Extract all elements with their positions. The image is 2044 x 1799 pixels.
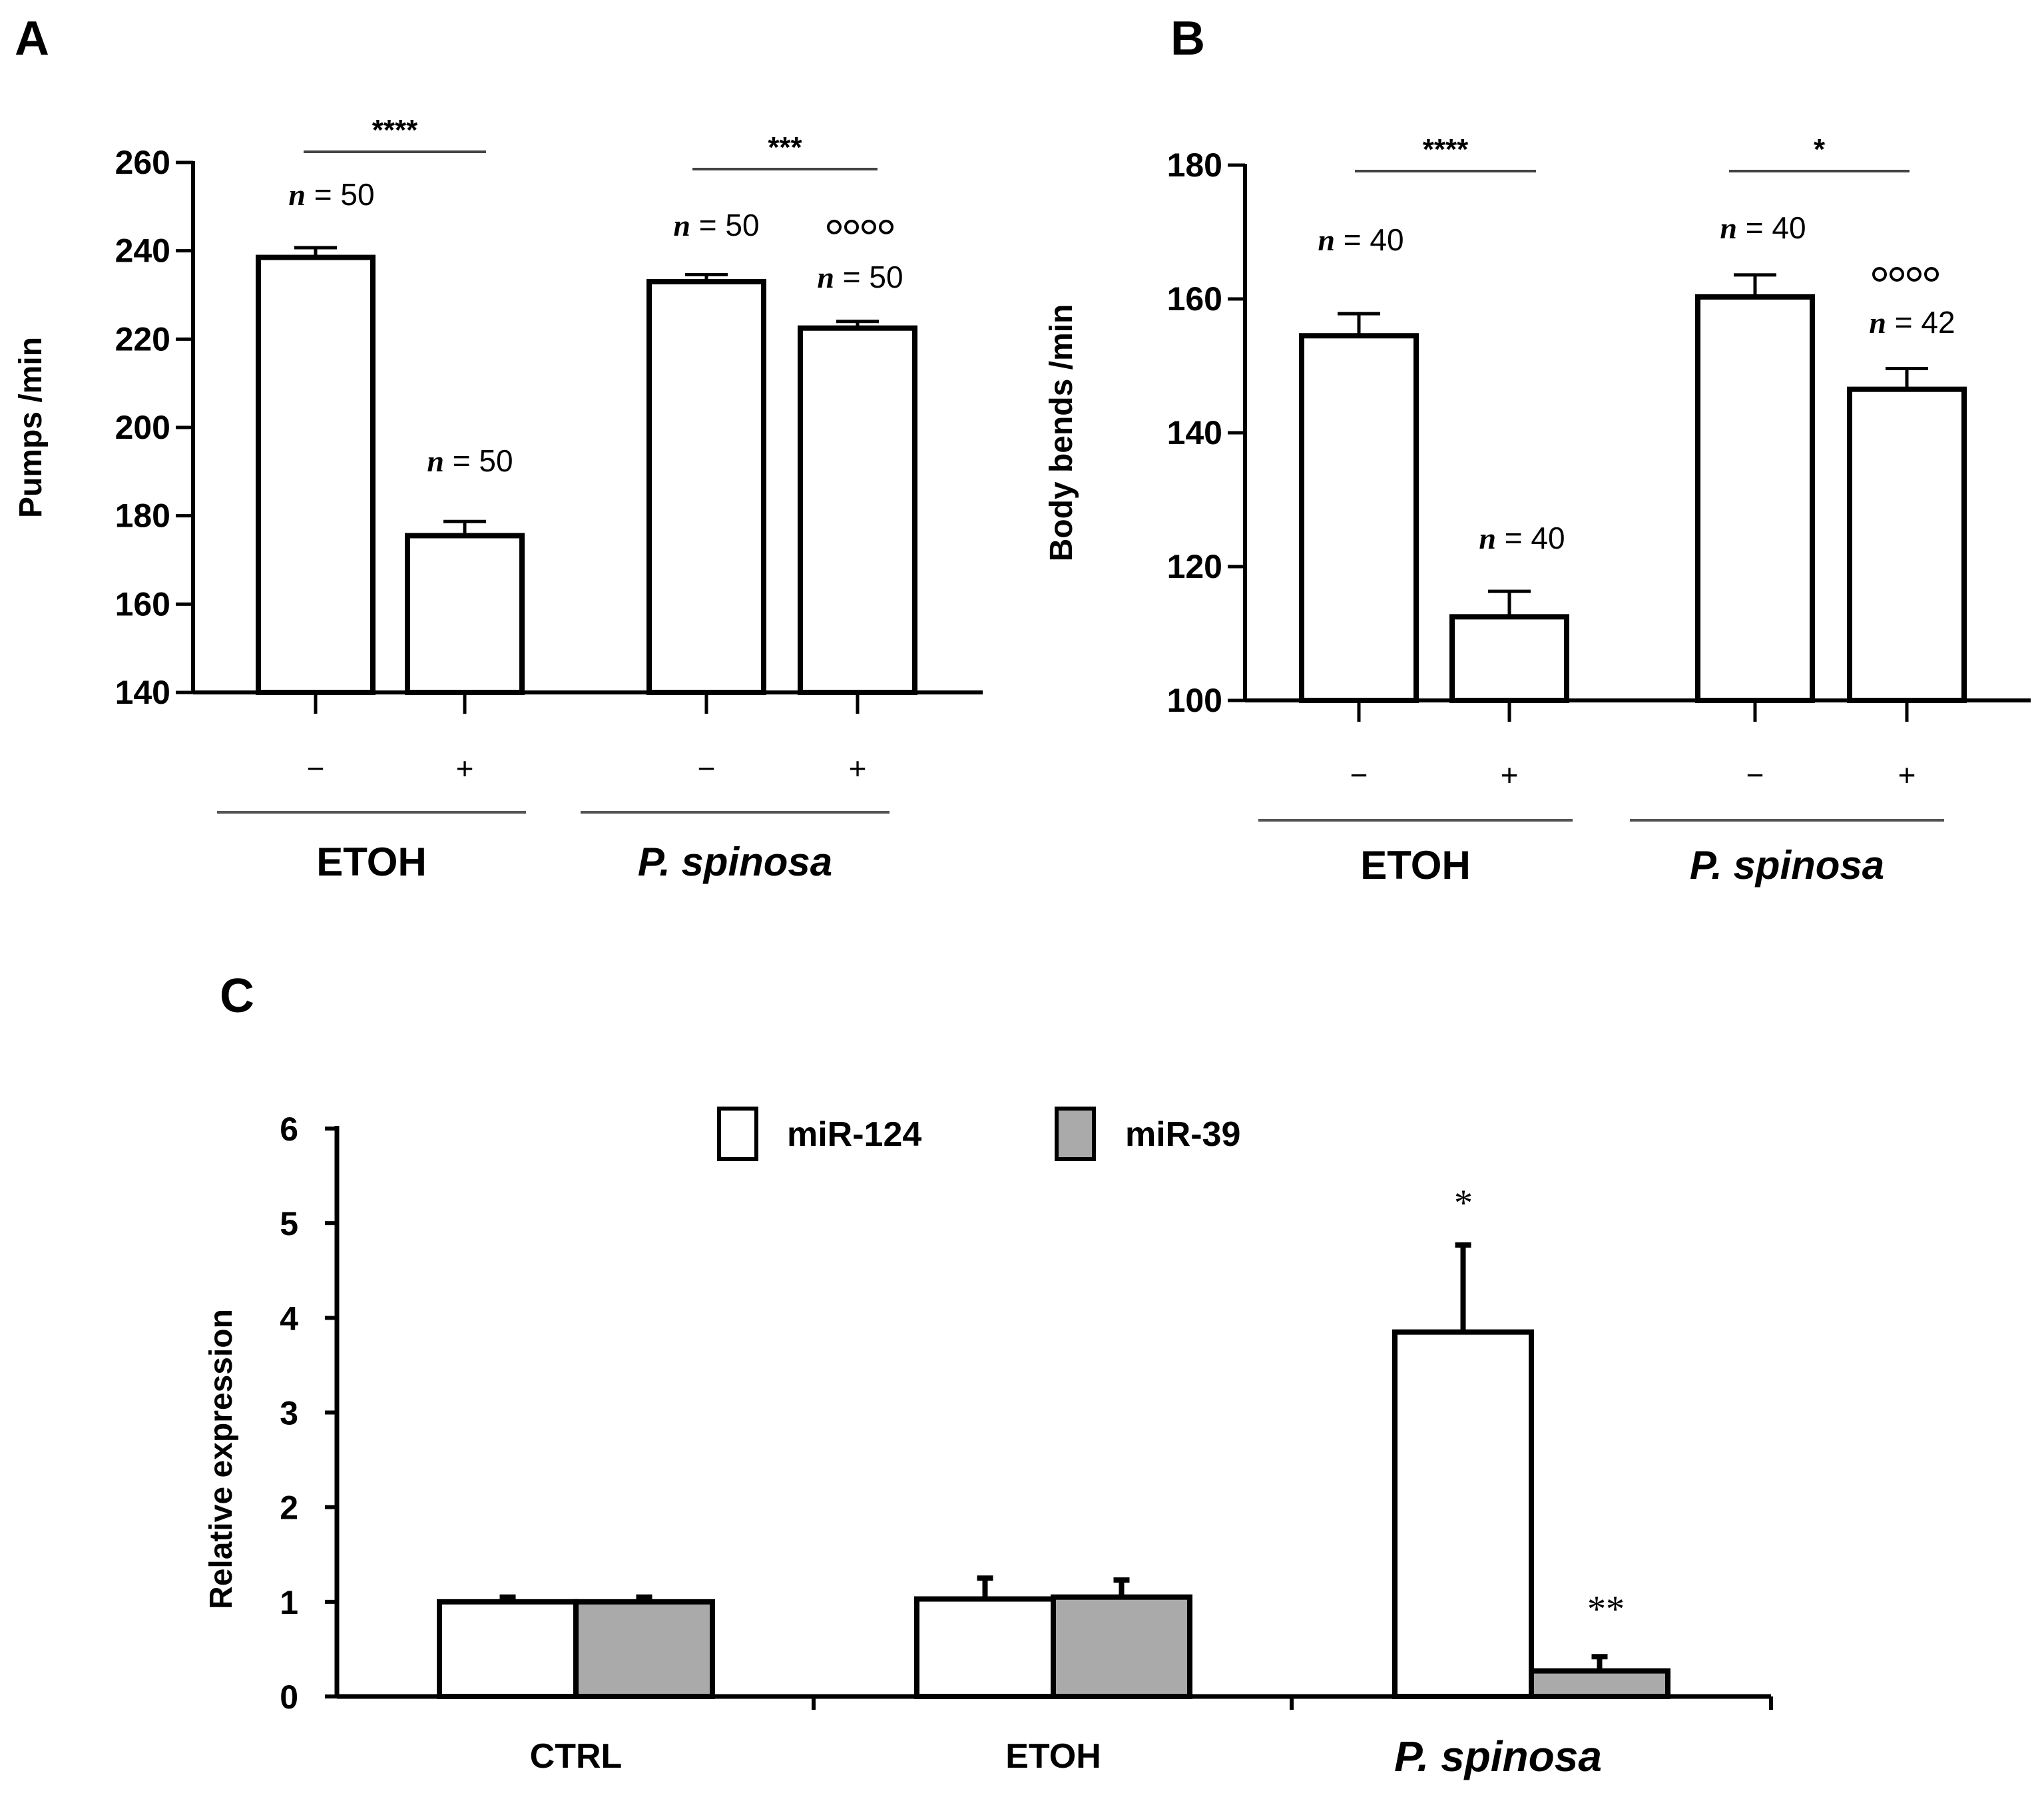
bar bbox=[1449, 614, 1569, 703]
bar bbox=[437, 1599, 579, 1699]
significance-label: * bbox=[1814, 133, 1826, 166]
significance-label: **** bbox=[372, 114, 418, 146]
y-tick-label: 5 bbox=[280, 1205, 298, 1242]
y-tick-label: 4 bbox=[280, 1300, 298, 1337]
group-label: ETOH bbox=[1360, 843, 1471, 888]
degree-mark bbox=[862, 220, 876, 234]
y-tick-label: 240 bbox=[115, 232, 170, 270]
legend-swatch bbox=[717, 1107, 758, 1161]
y-tick-label: 3 bbox=[280, 1395, 298, 1432]
y-tick-label: 100 bbox=[1167, 682, 1222, 719]
y-axis-title: Body bends /min bbox=[1044, 304, 1079, 562]
group-label: ETOH bbox=[316, 840, 427, 884]
n-label: n = 42 bbox=[1869, 305, 1955, 340]
group-label: P. spinosa bbox=[638, 840, 832, 884]
y-tick-label: 6 bbox=[280, 1111, 298, 1148]
group-label: P. spinosa bbox=[1690, 843, 1884, 888]
treatment-label: + bbox=[849, 751, 867, 786]
y-tick-label: 120 bbox=[1167, 548, 1222, 585]
y-tick-label: 160 bbox=[1167, 280, 1222, 318]
y-tick-label: 140 bbox=[115, 674, 170, 711]
n-label: n = 40 bbox=[1479, 521, 1565, 555]
y-tick-label: 140 bbox=[1167, 414, 1222, 451]
legend-label: miR-124 bbox=[787, 1115, 921, 1154]
bar bbox=[573, 1599, 715, 1699]
n-label: n = 50 bbox=[427, 443, 513, 478]
bar bbox=[1695, 294, 1815, 703]
category-label: CTRL bbox=[530, 1737, 623, 1776]
y-tick-label: 220 bbox=[115, 320, 170, 358]
bar bbox=[798, 325, 917, 695]
panel-a: A 140 160 180 200 220 240 260 Pumps /min − n = 50 +… bbox=[13, 12, 983, 884]
n-label: n = 40 bbox=[1720, 210, 1806, 245]
y-axis-title: Relative expression bbox=[204, 1309, 239, 1609]
treatment-label: + bbox=[1501, 758, 1519, 792]
treatment-label: − bbox=[1746, 758, 1764, 792]
bar bbox=[1529, 1668, 1670, 1699]
panel-letter: A bbox=[15, 12, 49, 65]
bar bbox=[914, 1596, 1056, 1700]
y-tick-label: 160 bbox=[115, 585, 170, 623]
bar bbox=[1299, 333, 1419, 703]
y-tick-label: 180 bbox=[1167, 146, 1222, 184]
treatment-label: − bbox=[1350, 758, 1368, 792]
degree-mark bbox=[844, 220, 859, 234]
degree-mark bbox=[1924, 267, 1939, 282]
bar bbox=[646, 279, 766, 696]
y-tick-label: 2 bbox=[280, 1489, 298, 1527]
y-tick-label: 200 bbox=[115, 409, 170, 446]
y-tick-label: 1 bbox=[280, 1584, 298, 1621]
n-label: n = 40 bbox=[1318, 222, 1404, 257]
y-tick-label: 180 bbox=[115, 497, 170, 535]
treatment-label: + bbox=[1898, 758, 1916, 792]
n-label: n = 50 bbox=[817, 260, 903, 294]
legend-label: miR-39 bbox=[1125, 1115, 1240, 1154]
treatment-label: + bbox=[456, 751, 474, 786]
significance-label: ** bbox=[1587, 1589, 1625, 1630]
y-tick-label: 0 bbox=[280, 1678, 298, 1716]
bar bbox=[1051, 1594, 1192, 1700]
degree-mark bbox=[1890, 267, 1904, 282]
category-label: ETOH bbox=[1005, 1737, 1101, 1776]
y-tick-label: 260 bbox=[115, 144, 170, 181]
category-label: P. spinosa bbox=[1394, 1732, 1602, 1780]
panel-letter: B bbox=[1170, 12, 1205, 65]
bar bbox=[1847, 386, 1967, 703]
n-label: n = 50 bbox=[673, 208, 759, 242]
significance-label: **** bbox=[1423, 133, 1469, 166]
degree-mark bbox=[1907, 267, 1921, 282]
y-axis-title: Pumps /min bbox=[13, 337, 49, 518]
bar bbox=[405, 533, 525, 695]
treatment-label: − bbox=[698, 751, 716, 786]
n-label: n = 50 bbox=[288, 177, 374, 212]
treatment-label: − bbox=[307, 751, 325, 786]
legend-swatch bbox=[1055, 1107, 1096, 1161]
significance-label: *** bbox=[768, 131, 802, 164]
panel-letter: C bbox=[220, 969, 254, 1023]
degree-mark bbox=[827, 220, 842, 234]
degree-mark bbox=[879, 220, 894, 234]
bar bbox=[256, 254, 376, 696]
bar bbox=[1392, 1329, 1534, 1699]
panel-b: B 100 120 140 160 180 Body bends /min − n = 40 + n… bbox=[1044, 12, 2031, 888]
significance-label: * bbox=[1454, 1182, 1473, 1224]
degree-mark bbox=[1872, 267, 1887, 282]
